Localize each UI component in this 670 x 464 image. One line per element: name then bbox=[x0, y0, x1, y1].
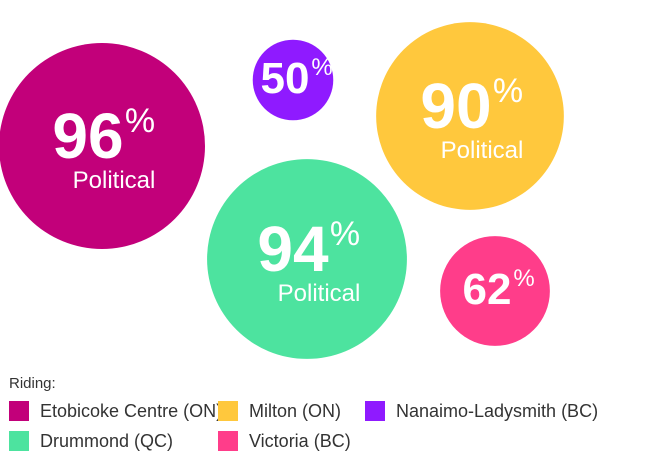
legend-swatch bbox=[218, 401, 238, 421]
bubble-etobicoke-centre-on[interactable] bbox=[0, 43, 205, 249]
legend-item-milton[interactable]: Milton (ON) bbox=[218, 399, 341, 423]
bubble-value: 62 bbox=[463, 265, 512, 314]
bubble-category-label: Political bbox=[278, 280, 361, 307]
legend-label: Milton (ON) bbox=[249, 401, 342, 421]
bubble-category-label: Political bbox=[441, 137, 524, 164]
legend-label: Drummond (QC) bbox=[40, 431, 174, 451]
bubble-percent-sign: % bbox=[513, 265, 534, 292]
legend-items: Etobicoke Centre (ON) Milton (ON) Nanaim… bbox=[9, 399, 669, 461]
legend-label: Nanaimo-Ladysmith (BC) bbox=[396, 401, 599, 421]
bubble-percent-sign: % bbox=[125, 102, 155, 140]
bubble-value: 90 bbox=[420, 70, 491, 142]
legend-label: Victoria (BC) bbox=[249, 431, 351, 451]
bubble-victoria-bc[interactable] bbox=[440, 236, 550, 346]
bubble-category-label: Political bbox=[73, 167, 156, 194]
bubble-percent-sign: % bbox=[330, 215, 360, 253]
legend-item-drummond[interactable]: Drummond (QC) bbox=[9, 429, 173, 453]
legend-swatch bbox=[9, 431, 29, 451]
legend-label: Etobicoke Centre (ON) bbox=[40, 401, 223, 421]
legend-title: Riding: bbox=[9, 375, 56, 392]
bubble-value: 96 bbox=[52, 100, 123, 172]
bubble-value: 94 bbox=[257, 213, 329, 285]
bubble-milton-on[interactable] bbox=[376, 22, 564, 210]
legend-swatch bbox=[218, 431, 238, 451]
legend: Riding: Etobicoke Centre (ON) Milton (ON… bbox=[9, 375, 669, 461]
legend-item-etobicoke-centre[interactable]: Etobicoke Centre (ON) bbox=[9, 399, 222, 423]
legend-item-nanaimo-ladysmith[interactable]: Nanaimo-Ladysmith (BC) bbox=[365, 399, 598, 423]
bubble-percent-sign: % bbox=[311, 54, 332, 81]
bubble-value: 50 bbox=[261, 54, 310, 103]
legend-swatch bbox=[365, 401, 385, 421]
bubble-drummond-qc[interactable] bbox=[207, 159, 407, 359]
bubble-nanaimo-ladysmith-bc[interactable] bbox=[252, 39, 334, 121]
legend-swatch bbox=[9, 401, 29, 421]
bubble-percent-sign: % bbox=[493, 72, 523, 110]
legend-item-victoria[interactable]: Victoria (BC) bbox=[218, 429, 351, 453]
